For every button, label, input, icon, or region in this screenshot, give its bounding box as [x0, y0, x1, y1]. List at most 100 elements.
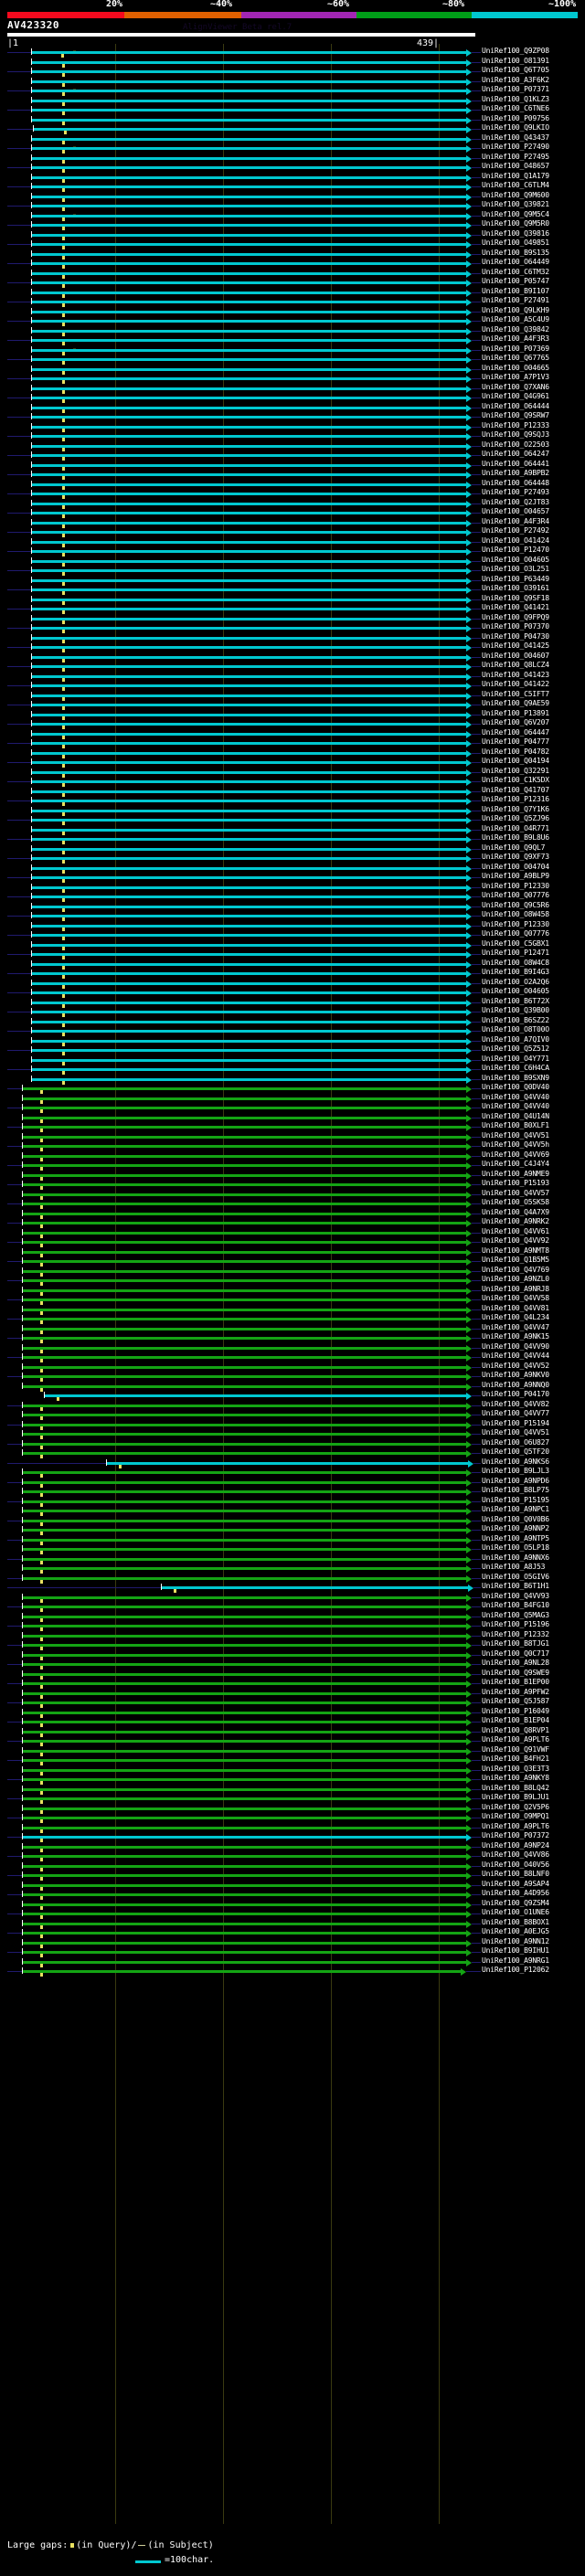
sequence-id-label[interactable]: UniRef100_Q0V0B6 — [482, 1514, 549, 1523]
table-row[interactable] — [0, 1957, 585, 1967]
table-row[interactable] — [0, 701, 585, 710]
alignment-bar[interactable] — [31, 473, 466, 476]
alignment-bar[interactable] — [22, 1922, 466, 1925]
table-row[interactable] — [0, 931, 585, 940]
table-row[interactable] — [0, 1382, 585, 1392]
alignment-bar[interactable] — [22, 1615, 466, 1618]
table-row[interactable] — [0, 192, 585, 202]
table-row[interactable] — [0, 1190, 585, 1200]
table-row[interactable] — [0, 1200, 585, 1209]
alignment-bar[interactable] — [22, 1365, 466, 1369]
alignment-bar[interactable] — [31, 627, 466, 630]
table-row[interactable] — [0, 1660, 585, 1670]
alignment-bar[interactable] — [33, 128, 466, 131]
table-row[interactable] — [0, 835, 585, 844]
table-row[interactable] — [0, 1305, 585, 1315]
table-row[interactable] — [0, 1564, 585, 1574]
table-row[interactable] — [0, 413, 585, 422]
table-row[interactable] — [0, 864, 585, 874]
alignment-bar[interactable] — [22, 1212, 466, 1215]
alignment-bar[interactable] — [31, 857, 466, 860]
alignment-bar[interactable] — [22, 1423, 466, 1426]
table-row[interactable] — [0, 1919, 585, 1929]
sequence-id-label[interactable]: UniRef100_P09756 — [482, 113, 549, 122]
sequence-id-label[interactable]: UniRef100_Q91VWF — [482, 1744, 549, 1754]
sequence-id-label[interactable]: UniRef100_B9L8U6 — [482, 833, 549, 842]
sequence-id-label[interactable]: UniRef100_O64447 — [482, 727, 549, 737]
sequence-id-label[interactable]: UniRef100_B1EP00 — [482, 1678, 549, 1686]
table-row[interactable] — [0, 537, 585, 547]
table-row[interactable] — [0, 1497, 585, 1507]
sequence-id-label[interactable]: UniRef100_Q9AE59 — [482, 699, 549, 707]
table-row[interactable] — [0, 528, 585, 537]
sequence-id-label[interactable]: UniRef100_Q4VV61 — [482, 1226, 549, 1235]
table-row[interactable] — [0, 940, 585, 950]
table-row[interactable] — [0, 326, 585, 336]
sequence-id-label[interactable]: UniRef100_Q1KLZ3 — [482, 94, 549, 103]
table-row[interactable] — [0, 1458, 585, 1468]
alignment-bar[interactable] — [31, 320, 466, 323]
sequence-id-label[interactable]: UniRef100_B9S135 — [482, 248, 549, 257]
table-row[interactable] — [0, 183, 585, 192]
table-row[interactable] — [0, 58, 585, 68]
alignment-bar[interactable] — [22, 1634, 466, 1638]
sequence-id-label[interactable]: UniRef100_O64449 — [482, 258, 549, 266]
alignment-bar[interactable] — [22, 1126, 466, 1129]
sequence-id-label[interactable]: UniRef100_O3L251 — [482, 565, 549, 573]
sequence-id-label[interactable]: UniRef100_Q8RVP1 — [482, 1725, 549, 1734]
sequence-id-label[interactable]: UniRef100_Q4L234 — [482, 1313, 549, 1321]
table-row[interactable] — [0, 1776, 585, 1785]
sequence-id-label[interactable]: UniRef100_O5GIV6 — [482, 1572, 549, 1581]
table-row[interactable] — [0, 384, 585, 394]
sequence-id-label[interactable]: UniRef100_Q5Z512 — [482, 1044, 549, 1053]
sequence-id-label[interactable]: UniRef100_P04777 — [482, 737, 549, 746]
table-row[interactable] — [0, 1765, 585, 1776]
table-row[interactable] — [0, 1603, 585, 1612]
alignment-bar[interactable] — [22, 1663, 466, 1666]
table-row[interactable] — [0, 710, 585, 720]
alignment-bar[interactable] — [31, 51, 466, 54]
table-row[interactable] — [0, 1334, 585, 1343]
table-row[interactable] — [0, 1085, 585, 1094]
sequence-id-label[interactable]: UniRef100_O04657 — [482, 507, 549, 515]
sequence-id-label[interactable]: UniRef100_A9NN12 — [482, 1936, 549, 1945]
alignment-bar[interactable] — [22, 1490, 466, 1493]
alignment-bar[interactable] — [22, 1519, 466, 1522]
sequence-id-label[interactable]: UniRef100_O4Y771 — [482, 1054, 549, 1063]
sequence-id-label[interactable]: UniRef100_Q4VV52 — [482, 1361, 549, 1370]
alignment-bar[interactable] — [31, 512, 466, 514]
sequence-id-label[interactable]: UniRef100_Q5MAG3 — [482, 1610, 549, 1619]
sequence-id-label[interactable]: UniRef100_A9NP24 — [482, 1840, 549, 1850]
sequence-id-label[interactable]: UniRef100_A7QIV0 — [482, 1034, 549, 1044]
table-row[interactable] — [0, 1516, 585, 1526]
alignment-bar[interactable] — [31, 195, 466, 198]
table-row[interactable] — [0, 1055, 585, 1065]
sequence-id-label[interactable]: UniRef100_C4J4Y4 — [482, 1160, 549, 1168]
table-row[interactable] — [0, 422, 585, 432]
sequence-id-label[interactable]: UniRef100_B1EP04 — [482, 1716, 549, 1724]
sequence-id-label[interactable]: UniRef100_Q9SWE9 — [482, 1668, 549, 1677]
sequence-id-label[interactable]: UniRef100_A9PLT6 — [482, 1821, 549, 1830]
sequence-id-label[interactable]: UniRef100_Q4A7X9 — [482, 1207, 549, 1216]
sequence-id-label[interactable]: UniRef100_C6TLM4 — [482, 181, 549, 189]
sequence-id-label[interactable]: UniRef100_P05747 — [482, 277, 549, 285]
sequence-id-label[interactable]: UniRef100_Q4VV47 — [482, 1322, 549, 1331]
table-row[interactable] — [0, 1814, 585, 1823]
alignment-bar[interactable] — [31, 425, 466, 429]
table-row[interactable] — [0, 729, 585, 739]
table-row[interactable] — [0, 970, 585, 979]
sequence-id-label[interactable]: UniRef100_B6T1H1 — [482, 1582, 549, 1590]
alignment-plot[interactable] — [0, 48, 585, 2524]
table-row[interactable] — [0, 1478, 585, 1488]
alignment-bar[interactable] — [22, 1644, 466, 1647]
sequence-id-label[interactable]: UniRef100_Q4VV40 — [482, 1102, 549, 1110]
sequence-id-label[interactable]: UniRef100_B9I107 — [482, 286, 549, 295]
table-row[interactable] — [0, 518, 585, 528]
alignment-bar[interactable] — [22, 1260, 466, 1263]
table-row[interactable] — [0, 1277, 585, 1286]
table-row[interactable] — [0, 797, 585, 806]
sequence-id-label[interactable]: UniRef100_Q4VV40 — [482, 1092, 549, 1101]
table-row[interactable] — [0, 1574, 585, 1584]
alignment-bar[interactable] — [31, 578, 466, 582]
alignment-bar[interactable] — [31, 819, 466, 822]
